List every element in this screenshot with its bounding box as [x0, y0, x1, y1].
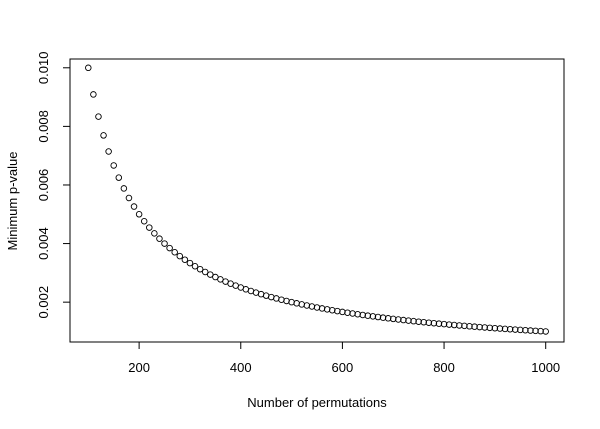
data-point — [146, 224, 153, 231]
x-tick-label: 600 — [332, 360, 354, 375]
data-point — [430, 319, 438, 327]
data-point — [461, 322, 468, 330]
data-point — [181, 256, 189, 263]
data-point — [379, 314, 387, 321]
data-point — [125, 194, 133, 202]
x-tick-label: 400 — [230, 360, 252, 375]
data-point — [364, 312, 372, 319]
y-tick-label: 0.010 — [36, 52, 51, 85]
data-point — [359, 311, 366, 319]
data-point — [542, 328, 549, 335]
data-point — [471, 323, 478, 330]
data-point — [517, 326, 524, 334]
data-point — [313, 304, 321, 311]
data-point — [318, 305, 326, 312]
data-point — [201, 268, 209, 276]
x-tick-label: 1000 — [531, 360, 560, 375]
data-point — [308, 303, 316, 310]
data-point — [420, 318, 427, 326]
data-point — [186, 259, 194, 267]
data-point — [445, 321, 453, 328]
data-point — [486, 324, 494, 332]
data-point — [481, 324, 488, 331]
data-point — [303, 302, 311, 309]
data-point — [395, 316, 402, 323]
data-point — [476, 323, 483, 331]
data-point — [435, 320, 443, 327]
data-point — [191, 262, 199, 270]
data-point — [527, 327, 534, 334]
data-point — [135, 211, 143, 218]
data-point — [212, 273, 219, 281]
data-point — [171, 248, 178, 256]
data-point — [156, 235, 163, 242]
data-point — [95, 113, 102, 120]
data-point — [506, 325, 514, 333]
data-point — [522, 326, 529, 334]
data-point — [140, 217, 148, 225]
data-point — [166, 244, 173, 252]
y-axis-label: Minimum p-value — [5, 152, 20, 251]
data-point — [532, 327, 539, 335]
data-point — [207, 271, 214, 278]
data-point — [425, 319, 433, 326]
data-point — [466, 323, 473, 330]
data-point — [105, 148, 112, 155]
data-point — [130, 203, 138, 210]
data-point — [405, 317, 412, 324]
data-point — [389, 315, 397, 323]
data-point — [384, 315, 392, 322]
data-point — [496, 325, 504, 332]
data-point — [176, 252, 184, 260]
data-point — [110, 162, 117, 169]
x-tick-label: 800 — [433, 360, 455, 375]
data-point — [354, 310, 361, 318]
y-tick-label: 0.002 — [36, 286, 51, 319]
y-tick-label: 0.008 — [36, 110, 51, 143]
data-point — [161, 240, 168, 247]
data-point — [369, 313, 377, 320]
y-axis: 0.002 0.004 0.006 0.008 0.010 — [36, 52, 71, 319]
x-tick-label: 200 — [128, 360, 150, 375]
x-axis: 200 400 600 800 1000 — [128, 341, 560, 375]
data-point — [440, 320, 448, 328]
data-point — [120, 185, 128, 192]
data-point — [537, 327, 544, 335]
data-point — [151, 230, 158, 237]
y-tick-label: 0.006 — [36, 169, 51, 202]
data-point — [90, 91, 97, 98]
data-point — [410, 317, 417, 325]
y-tick-label: 0.004 — [36, 227, 51, 260]
data-point — [456, 322, 463, 329]
data-point — [85, 64, 92, 72]
data-point — [100, 132, 107, 139]
data-point — [374, 313, 382, 321]
data-points — [85, 64, 549, 335]
data-point — [511, 326, 519, 333]
data-point — [415, 318, 422, 325]
data-point — [501, 325, 509, 333]
data-point — [491, 324, 499, 332]
x-axis-label: Number of permutations — [247, 395, 387, 410]
plot-frame — [69, 58, 565, 343]
data-point — [400, 316, 407, 324]
data-point — [450, 321, 458, 329]
data-point — [196, 265, 204, 273]
data-point — [115, 174, 123, 181]
